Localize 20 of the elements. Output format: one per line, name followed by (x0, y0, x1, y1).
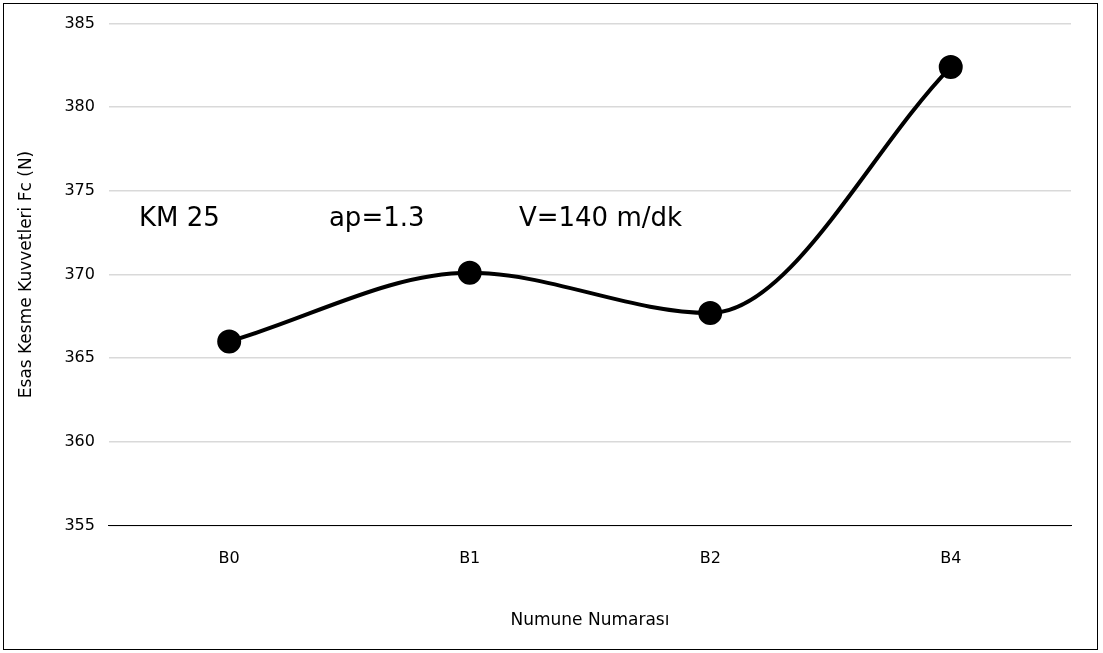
y-tick-label: 375 (64, 180, 95, 200)
point (938, 55, 963, 80)
x-tick-label: B4 (940, 548, 962, 568)
point (698, 300, 723, 325)
annotation: KM 25 (138, 202, 220, 233)
point (457, 260, 482, 285)
y-axis-title: Esas Kesme Kuvvetleri Fc (N) (14, 150, 35, 399)
annotation: V=140 m/dk (518, 202, 683, 233)
y-tick-label: 385 (64, 12, 95, 32)
point (217, 329, 242, 354)
y-tick-label: 370 (64, 263, 95, 283)
x-tick-label: B1 (459, 548, 481, 568)
x-tick-label: B0 (218, 548, 240, 568)
x-axis-title: Numune Numarası (510, 609, 670, 630)
y-tick-label: 365 (64, 347, 95, 367)
annotation: ap=1.3 (328, 202, 425, 233)
x-tick-label: B2 (699, 548, 721, 568)
y-tick-label: 355 (64, 514, 95, 534)
y-tick-label: 380 (64, 96, 95, 116)
y-tick-label: 360 (64, 430, 95, 450)
